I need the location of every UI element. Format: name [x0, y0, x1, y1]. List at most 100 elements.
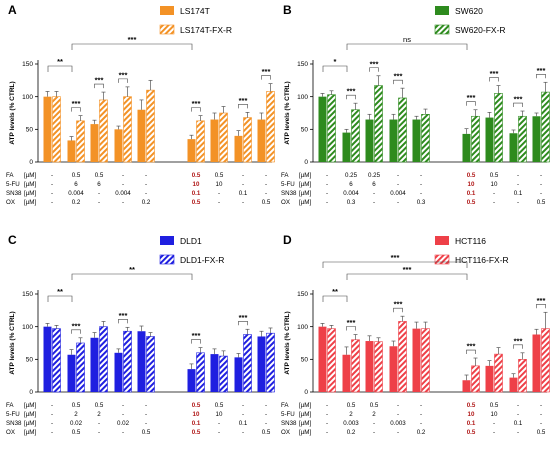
treatment-value: -	[98, 420, 100, 427]
significance-bracket	[322, 261, 468, 268]
treatment-value: -	[373, 420, 375, 427]
treatment-value: 0.02	[117, 420, 130, 427]
treatment-unit-label: [µM]	[299, 402, 311, 409]
treatment-unit-label: [µM]	[24, 181, 36, 188]
y-tick-label: 0	[304, 389, 308, 396]
treatment-value: 0.3	[347, 199, 356, 206]
treatment-drug-label: 5-FU	[6, 411, 20, 418]
treatment-value: -	[265, 411, 267, 418]
significance-bracket	[118, 78, 128, 83]
significance-bracket	[346, 94, 356, 100]
treatment-value: 6	[349, 181, 353, 188]
treatment-value: 0.1	[514, 420, 523, 427]
legend-label: HCT116-FX-R	[455, 255, 509, 265]
bar-hatched	[146, 336, 155, 393]
treatment-value: 10	[193, 181, 200, 188]
significance-bracket	[513, 344, 523, 349]
significance-bracket	[191, 339, 201, 344]
treatment-unit-label: [µM]	[24, 420, 36, 427]
bar	[318, 96, 327, 162]
treatment-drug-label: FA	[6, 172, 14, 179]
treatment-value: -	[265, 402, 267, 409]
significance-bracket	[513, 102, 523, 108]
significance-bracket	[238, 104, 248, 109]
bar-hatched	[52, 328, 61, 393]
bar-hatched	[518, 115, 527, 163]
significance-bracket	[393, 307, 403, 313]
treatment-unit-label: [µM]	[24, 411, 36, 418]
bar-hatched	[494, 353, 503, 393]
treatment-value: 0.25	[345, 172, 358, 179]
treatment-value: -	[145, 411, 147, 418]
bar-hatched	[76, 342, 85, 393]
treatment-value: -	[540, 181, 542, 188]
treatment-unit-label: [µM]	[299, 420, 311, 427]
significance-label: **	[57, 287, 63, 296]
panel-label: C	[8, 233, 17, 247]
legend-swatch-solid	[160, 6, 174, 15]
treatment-value: -	[218, 199, 220, 206]
treatment-value: -	[540, 420, 542, 427]
treatment-value: -	[265, 172, 267, 179]
bar	[389, 119, 398, 162]
legend-label: LS174T	[180, 6, 210, 16]
significance-bracket	[47, 295, 73, 302]
bar-hatched	[327, 94, 336, 163]
legend-label: DLD1	[180, 236, 202, 246]
treatment-drug-label: SN38	[281, 420, 297, 427]
treatment-value: -	[242, 402, 244, 409]
treatment-drug-label: SN38	[281, 190, 297, 197]
legend-label: SW620	[455, 6, 483, 16]
treatment-value: 10	[468, 411, 475, 418]
treatment-value: 0.5	[537, 199, 546, 206]
significance-label: ***	[514, 95, 523, 104]
treatment-value: -	[242, 181, 244, 188]
significance-bracket	[191, 107, 201, 112]
treatment-value: -	[122, 411, 124, 418]
treatment-value: 10	[216, 181, 223, 188]
bar-hatched	[266, 91, 275, 163]
significance-label: ***	[467, 342, 476, 351]
legend-label: HCT116	[455, 236, 486, 246]
treatment-value: -	[98, 190, 100, 197]
bar	[234, 357, 243, 392]
treatment-value: -	[326, 172, 328, 179]
bar	[43, 326, 52, 392]
treatment-unit-label: [µM]	[299, 172, 311, 179]
significance-label: ***	[95, 76, 104, 85]
treatment-value: -	[493, 199, 495, 206]
treatment-value: 0.5	[467, 402, 476, 409]
y-tick-label: 50	[26, 127, 34, 134]
legend-label: SW620-FX-R	[455, 25, 506, 35]
bar-hatched	[374, 341, 383, 393]
treatment-value: 0.5	[262, 429, 271, 436]
bar	[462, 133, 471, 162]
bar-hatched	[243, 117, 252, 163]
y-tick-label: 50	[26, 357, 34, 364]
treatment-value: 0.5	[192, 199, 201, 206]
significance-label: ***	[239, 96, 248, 105]
treatment-value: -	[397, 172, 399, 179]
bar-hatched	[494, 93, 503, 163]
significance-bracket	[369, 67, 379, 72]
treatment-value: -	[540, 411, 542, 418]
treatment-value: -	[51, 429, 53, 436]
treatment-unit-label: [µM]	[24, 402, 36, 409]
treatment-value: 10	[491, 411, 498, 418]
treatment-value: -	[397, 181, 399, 188]
treatment-value: 10	[468, 181, 475, 188]
treatment-value: -	[122, 402, 124, 409]
significance-label: ***	[391, 253, 400, 262]
significance-label: ***	[467, 93, 476, 102]
bar-hatched	[123, 96, 132, 163]
treatment-value: -	[218, 190, 220, 197]
y-tick-label: 150	[22, 291, 33, 298]
treatment-value: -	[397, 429, 399, 436]
bar	[389, 346, 398, 392]
bar	[67, 140, 76, 162]
significance-label: ***	[347, 318, 356, 327]
chart-panel-a: A LS174T LS174T-FX-R 0 50 100 150 ATP levels (%…	[6, 3, 275, 206]
treatment-drug-label: 5-FU	[281, 411, 295, 418]
treatment-value: -	[122, 199, 124, 206]
significance-bracket	[261, 75, 271, 80]
